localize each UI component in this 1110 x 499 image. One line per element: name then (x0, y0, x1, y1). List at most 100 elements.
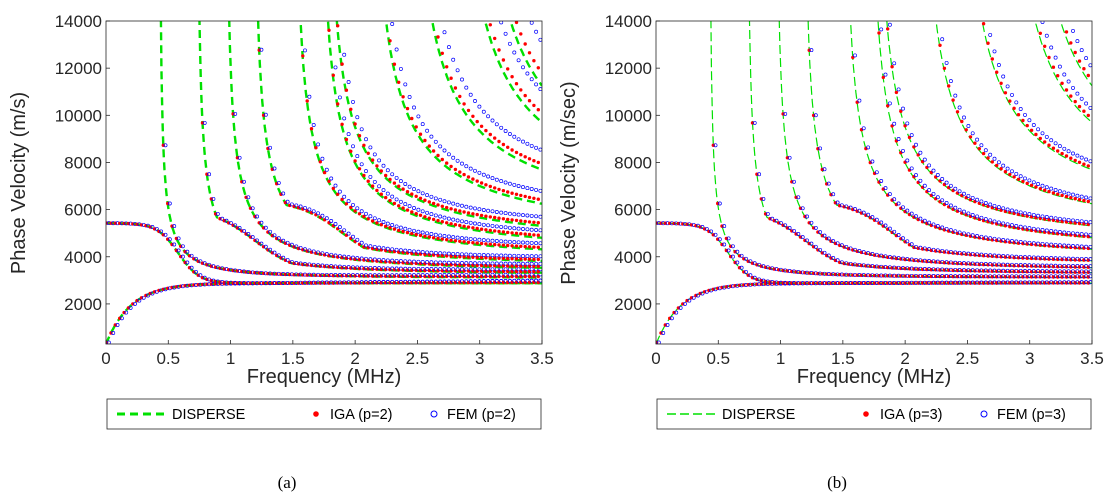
iga-point (527, 245, 532, 249)
fem-point (368, 145, 373, 150)
fem-point (359, 162, 364, 167)
fem-point (420, 260, 425, 264)
iga-point (466, 255, 471, 259)
fem-point (529, 21, 534, 25)
iga-point (1043, 264, 1047, 269)
iga-point (532, 59, 536, 63)
iga-point (309, 263, 314, 268)
fem-point (992, 49, 997, 54)
iga-point (1064, 30, 1069, 34)
fem-point (1057, 144, 1062, 149)
iga-point (440, 237, 444, 241)
iga-point (1025, 275, 1029, 279)
iga-point (479, 256, 484, 260)
iga-point (392, 249, 397, 254)
fem-point (455, 260, 460, 265)
iga-point (506, 230, 510, 235)
x-axis-label-a: Frequency (MHz) (247, 366, 401, 388)
fem-point (473, 252, 477, 257)
fem-point (364, 243, 368, 248)
fem-point (1066, 149, 1071, 154)
fem-point (905, 239, 910, 244)
fem-point (800, 235, 805, 240)
iga-point (340, 62, 344, 66)
iga-point (1016, 177, 1021, 181)
disperse-curve-mode-5 (807, 21, 1092, 262)
fem-point (477, 104, 482, 109)
iga-point (514, 192, 519, 196)
y-tick-label: 4000 (614, 248, 652, 267)
fem-point (892, 61, 897, 66)
fem-point (255, 214, 259, 219)
fem-point (538, 147, 542, 152)
iga-point (1073, 197, 1077, 201)
iga-point (501, 264, 506, 268)
iga-point (1056, 270, 1060, 274)
iga-point (960, 268, 964, 273)
fem-point (1062, 190, 1067, 195)
fem-point (1014, 171, 1019, 176)
fem-point (394, 197, 399, 202)
iga-point (431, 201, 436, 206)
fem-point (416, 259, 421, 264)
fem-point (259, 241, 264, 246)
iga-point (1034, 185, 1038, 189)
iga-point (471, 114, 475, 119)
iga-point (942, 261, 947, 265)
iga-point (527, 257, 532, 261)
iga-point (964, 196, 968, 200)
iga-point (1060, 151, 1064, 156)
fem-point (983, 217, 988, 222)
fem-point (455, 202, 460, 207)
fem-point (163, 143, 168, 148)
fem-point (342, 116, 347, 121)
fem-point (927, 163, 932, 168)
fem-point (420, 230, 425, 235)
iga-point (1043, 44, 1047, 48)
fem-point (351, 202, 355, 207)
fem-point (407, 204, 412, 209)
fem-point (534, 241, 539, 246)
fem-point (722, 242, 727, 247)
fem-point (202, 261, 207, 266)
fem-point (896, 201, 901, 206)
fem-point (525, 186, 530, 191)
iga-point (305, 99, 309, 103)
iga-point (344, 88, 349, 92)
y-tick-label: 2000 (614, 295, 652, 314)
iga-point (1038, 136, 1043, 141)
fem-point (503, 272, 508, 277)
fem-point (198, 273, 203, 278)
fem-point (451, 201, 456, 206)
iga-point (488, 242, 492, 246)
fem-point (970, 213, 975, 217)
iga-point (855, 209, 859, 213)
fem-point (529, 213, 534, 218)
fem-point (385, 221, 390, 226)
iga-point (1008, 210, 1012, 215)
fem-point (1027, 226, 1032, 231)
iga-point (471, 269, 475, 273)
fem-point (337, 95, 342, 100)
fem-point (866, 145, 871, 150)
iga-point (344, 202, 349, 206)
fem-point (818, 230, 823, 235)
fem-point (774, 218, 779, 223)
iga-point (331, 273, 335, 278)
fem-point (486, 223, 491, 228)
iga-point (1082, 275, 1086, 279)
fem-point (534, 82, 539, 87)
iga-point (466, 240, 471, 244)
iga-point (466, 211, 471, 215)
iga-point (955, 261, 960, 266)
fem-point (215, 211, 220, 216)
iga-point (510, 244, 514, 248)
fem-point (538, 241, 542, 246)
x-ticks-a: 0 0.5 1 1.5 2 2.5 3 3.5 (101, 340, 554, 368)
iga-point (519, 264, 523, 268)
iga-point (1012, 275, 1016, 279)
iga-point (999, 208, 1003, 212)
fem-point (988, 202, 993, 207)
iga-point (462, 240, 466, 244)
iga-point (951, 268, 955, 273)
